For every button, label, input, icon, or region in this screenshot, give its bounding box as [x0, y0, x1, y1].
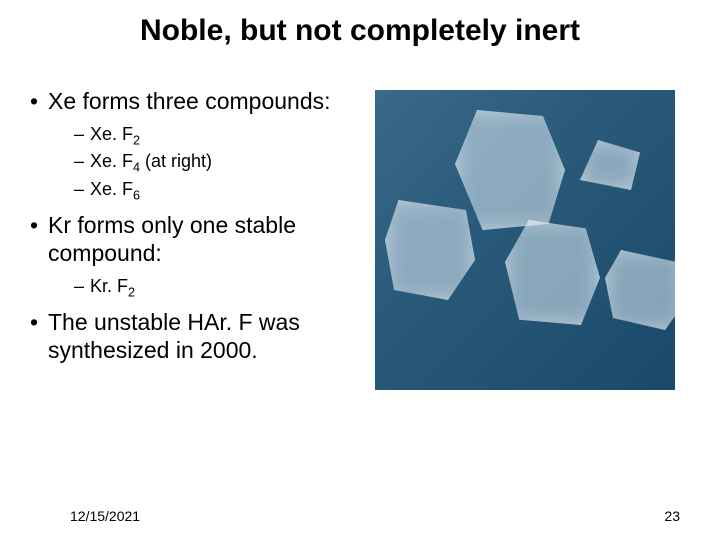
sub-item-xef4: Xe. F4 (at right): [48, 149, 365, 177]
crystal-shape: [385, 200, 475, 300]
formula-sub: 6: [133, 188, 140, 202]
sub-list-xe: Xe. F2 Xe. F4 (at right) Xe. F6: [48, 122, 365, 205]
formula-pre: Xe. F: [90, 124, 133, 144]
crystals-photo: [375, 90, 675, 390]
bullet-text: The unstable HAr. F was synthesized in 2…: [48, 309, 300, 363]
crystal-shape: [580, 140, 640, 190]
formula-pre: Xe. F: [90, 151, 133, 171]
crystal-shape: [505, 220, 600, 325]
formula-post: (at right): [140, 151, 212, 171]
formula-sub: 2: [133, 133, 140, 147]
sub-item-xef2: Xe. F2: [48, 122, 365, 150]
bullet-text: Kr forms only one stable compound:: [48, 212, 296, 266]
slide: Noble, but not completely inert Xe forms…: [0, 0, 720, 540]
sub-item-xef6: Xe. F6: [48, 177, 365, 205]
formula-sub: 4: [133, 161, 140, 175]
footer-date: 12/15/2021: [70, 508, 140, 524]
sub-item-krf2: Kr. F2: [48, 274, 365, 302]
bullet-kr-compound: Kr forms only one stable compound: Kr. F…: [30, 212, 365, 301]
text-column: Xe forms three compounds: Xe. F2 Xe. F4 …: [30, 88, 365, 390]
bullet-harf: The unstable HAr. F was synthesized in 2…: [30, 309, 365, 364]
formula-pre: Kr. F: [90, 276, 128, 296]
footer-page-number: 23: [664, 508, 680, 524]
bullet-xe-compounds: Xe forms three compounds: Xe. F2 Xe. F4 …: [30, 88, 365, 204]
formula-sub: 2: [128, 285, 135, 299]
bullet-text: Xe forms three compounds:: [48, 88, 331, 114]
crystal-shape: [605, 250, 675, 330]
crystal-shape: [455, 110, 565, 230]
footer: 12/15/2021 23: [0, 508, 720, 524]
slide-title: Noble, but not completely inert: [30, 14, 690, 48]
formula-pre: Xe. F: [90, 179, 133, 199]
main-bullet-list: Xe forms three compounds: Xe. F2 Xe. F4 …: [30, 88, 365, 364]
image-column: [375, 88, 675, 390]
sub-list-kr: Kr. F2: [48, 274, 365, 302]
content-row: Xe forms three compounds: Xe. F2 Xe. F4 …: [30, 88, 690, 390]
